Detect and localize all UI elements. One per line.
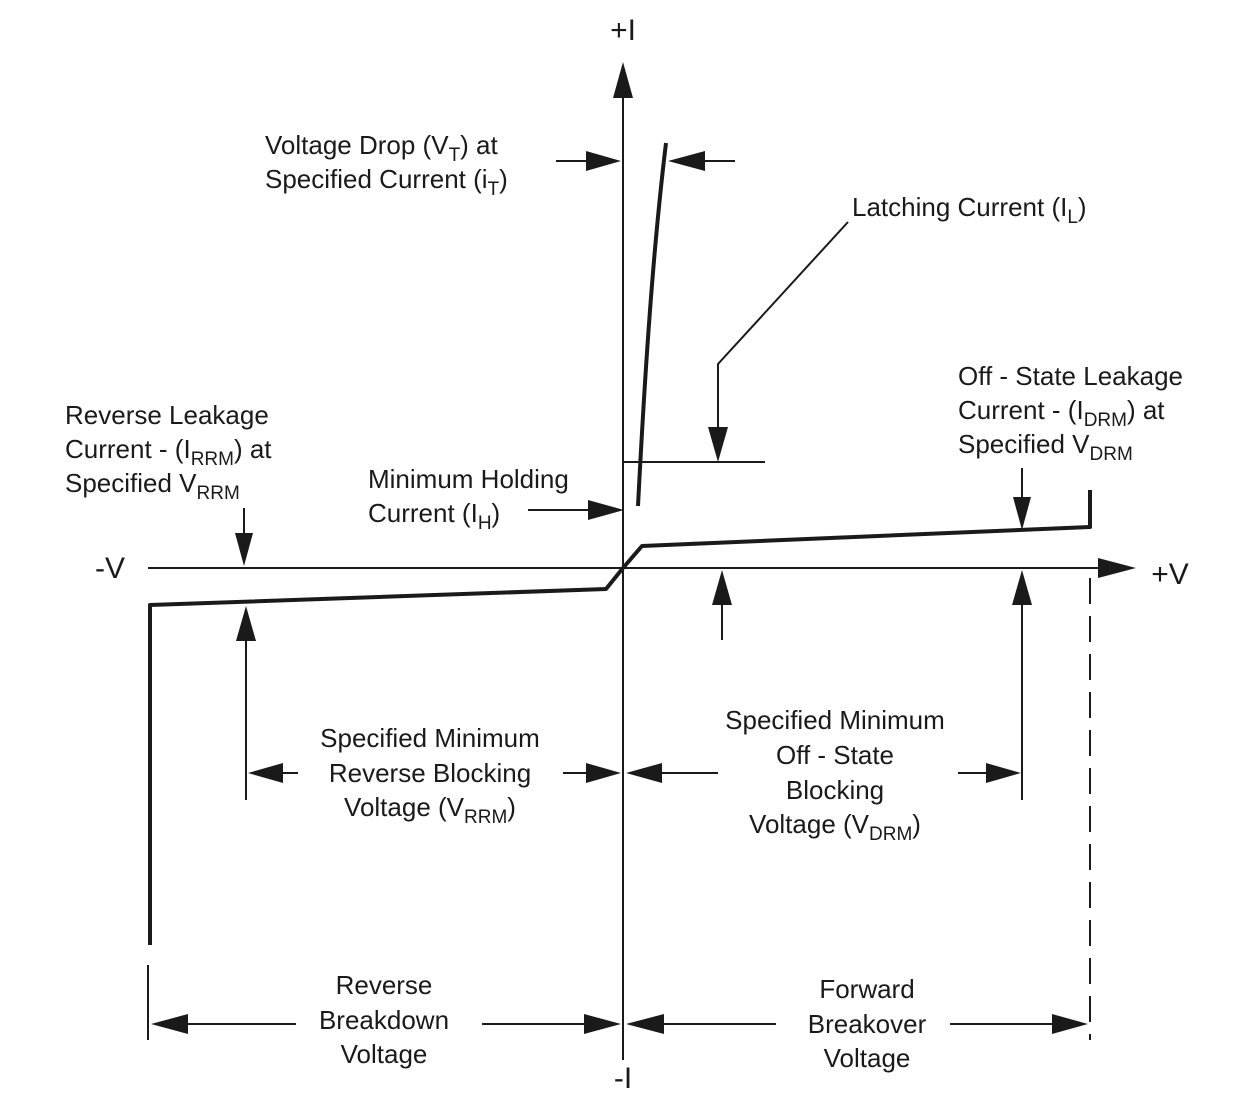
- axis-label-pos-voltage: +V: [1151, 558, 1189, 591]
- latching-current-leader: [717, 221, 849, 430]
- reverse-leakage-line3: Specified VRRM: [65, 468, 240, 504]
- forward-breakover-left-arrowhead: [626, 1014, 664, 1034]
- off-state-leakage-line2: Current - (IDRM) at: [958, 395, 1165, 431]
- voltage-drop-label-line1: Voltage Drop (VT) at: [265, 130, 499, 166]
- off-state-leakage-annotation: Off - State Leakage Current - (IDRM) at …: [958, 361, 1183, 530]
- reverse-blocking-left-arrowhead: [248, 763, 283, 783]
- reverse-breakdown-line1: Reverse: [336, 970, 433, 1000]
- forward-breakover-dimension: Forward Breakover Voltage: [626, 974, 1088, 1073]
- forward-leakage-up-arrowhead: [712, 570, 732, 605]
- forward-blocking-voltage-dimension: Specified Minimum Off - State Blocking V…: [626, 705, 1021, 845]
- reverse-breakdown-line3: Voltage: [341, 1039, 428, 1069]
- reverse-blocking-line1: Specified Minimum: [320, 723, 540, 753]
- latching-current-label: Latching Current (IL): [852, 192, 1087, 228]
- reverse-blocking-voltage-dimension: Specified Minimum Reverse Blocking Volta…: [248, 723, 621, 828]
- voltage-drop-left-arrowhead: [586, 151, 621, 171]
- holding-current-line1: Minimum Holding: [368, 464, 569, 494]
- reverse-breakdown-left-arrowhead: [151, 1014, 188, 1034]
- forward-blocking-line4: Voltage (VDRM): [749, 809, 921, 845]
- current-axis-arrowhead: [613, 62, 633, 98]
- axes: +I -I -V +V: [95, 14, 1189, 1095]
- off-state-leakage-arrowhead: [1013, 497, 1031, 530]
- axis-label-neg-voltage: -V: [95, 552, 125, 585]
- voltage-drop-right-arrowhead: [668, 151, 705, 171]
- reverse-leakage-line1: Reverse Leakage: [65, 400, 269, 430]
- reverse-breakdown-line2: Breakdown: [319, 1005, 449, 1035]
- forward-blocking-right-arrowhead: [986, 763, 1021, 783]
- characteristic-curves: [147, 142, 1092, 1040]
- axis-label-neg-current: -I: [614, 1062, 632, 1095]
- off-state-leakage-line1: Off - State Leakage: [958, 361, 1183, 391]
- forward-blocking-line3: Blocking: [786, 775, 884, 805]
- forward-blocking-line2: Off - State: [776, 740, 894, 770]
- forward-breakover-line1: Forward: [819, 974, 914, 1004]
- off-state-leakage-line3: Specified VDRM: [958, 429, 1133, 465]
- voltage-drop-annotation: Voltage Drop (VT) at Specified Current (…: [265, 130, 735, 200]
- latching-current-arrowhead: [708, 427, 728, 462]
- holding-current-line2: Current (IH): [368, 498, 500, 534]
- forward-blocking-up-arrowhead: [1012, 570, 1032, 605]
- forward-breakover-right-arrowhead: [1052, 1014, 1088, 1034]
- reverse-breakdown-dimension: Reverse Breakdown Voltage: [151, 970, 621, 1069]
- on-state-conduction-curve: [636, 142, 668, 507]
- forward-breakover-line3: Voltage: [824, 1043, 911, 1073]
- blocking-leakage-arrows: [236, 570, 1032, 800]
- forward-blocking-line1: Specified Minimum: [725, 705, 945, 735]
- reverse-blocking-line3: Voltage (VRRM): [344, 792, 516, 828]
- reverse-leakage-line2: Current - (IRRM) at: [65, 434, 272, 470]
- forward-blocking-curve: [621, 490, 1092, 570]
- latching-current-annotation: Latching Current (IL): [708, 192, 1087, 462]
- holding-current-annotation: Minimum Holding Current (IH): [368, 464, 624, 534]
- forward-blocking-left-arrowhead: [626, 763, 662, 783]
- forward-breakover-line2: Breakover: [808, 1009, 927, 1039]
- voltage-axis-arrowhead: [1098, 558, 1136, 578]
- voltage-drop-label-line2: Specified Current (iT): [265, 164, 508, 200]
- reverse-blocking-up-arrowhead: [236, 606, 256, 641]
- reverse-leakage-arrowhead: [235, 533, 253, 566]
- axis-label-pos-current: +I: [610, 14, 636, 47]
- reverse-blocking-right-arrowhead: [586, 763, 621, 783]
- holding-current-arrowhead: [588, 500, 624, 520]
- reverse-blocking-line2: Reverse Blocking: [329, 758, 531, 788]
- reverse-blocking-curve: [148, 566, 625, 945]
- reverse-breakdown-right-arrowhead: [584, 1014, 621, 1034]
- reverse-leakage-annotation: Reverse Leakage Current - (IRRM) at Spec…: [65, 400, 272, 566]
